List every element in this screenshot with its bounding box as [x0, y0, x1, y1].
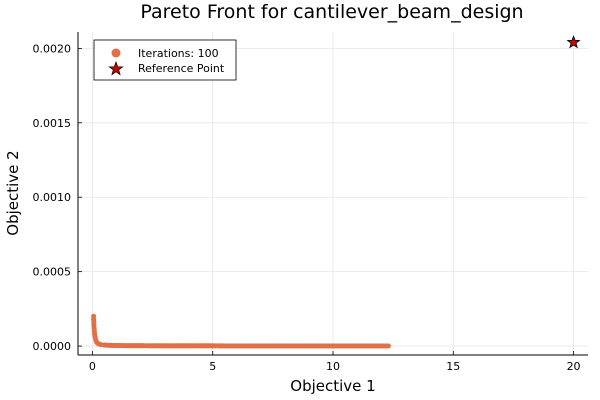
axis-ticks: 0 5 10 15 20 0.0000 0.0005 0.0010 0.0015 0.0020	[33, 42, 581, 373]
x-tick-label: 5	[209, 360, 216, 373]
chart-title: Pareto Front for cantilever_beam_design	[140, 1, 523, 23]
data-points	[91, 35, 581, 349]
x-tick-label: 20	[567, 360, 581, 373]
x-tick-label: 10	[326, 360, 340, 373]
pareto-point	[385, 343, 391, 349]
y-tick-label: 0.0020	[33, 42, 72, 55]
y-tick-label: 0.0000	[33, 340, 72, 353]
legend-marker-reference-point	[108, 60, 124, 76]
y-tick-label: 0.0005	[33, 266, 72, 279]
x-tick-label: 0	[89, 360, 96, 373]
legend-label-iterations: Iterations: 100	[138, 47, 219, 60]
legend: Iterations: 100 Reference Point	[93, 39, 237, 81]
x-axis-title: Objective 1	[290, 377, 375, 395]
y-axis-title: Objective 2	[4, 150, 22, 235]
legend-marker-iterations	[111, 48, 121, 58]
y-tick-label: 0.0010	[33, 191, 72, 204]
legend-label-reference-point: Reference Point	[138, 62, 225, 75]
grid-lines	[78, 32, 588, 355]
y-tick-label: 0.0015	[33, 117, 72, 130]
x-tick-label: 15	[446, 360, 460, 373]
reference-point-star	[566, 35, 581, 49]
legend-box	[93, 39, 237, 81]
